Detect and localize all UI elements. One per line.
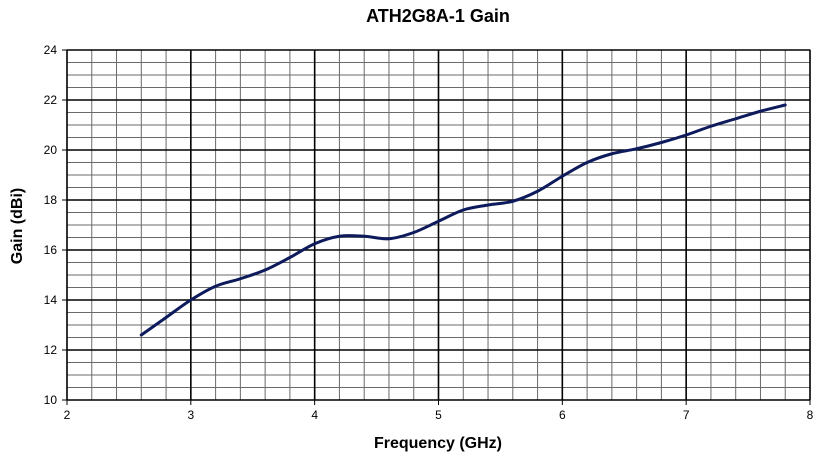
y-tick-label: 18 bbox=[44, 193, 58, 207]
x-tick-label: 5 bbox=[435, 408, 442, 422]
x-axis-ticks: 2 3 4 5 6 7 8 bbox=[64, 400, 814, 422]
y-tick-label: 12 bbox=[44, 343, 58, 357]
x-axis-label: Frequency (GHz) bbox=[374, 435, 502, 452]
y-tick-label: 16 bbox=[44, 243, 58, 257]
y-axis-ticks: 10 12 14 16 18 20 22 24 bbox=[44, 43, 67, 407]
x-tick-label: 7 bbox=[683, 408, 690, 422]
series-line-gain bbox=[139, 103, 787, 337]
x-tick-label: 4 bbox=[311, 408, 318, 422]
y-tick-label: 22 bbox=[44, 93, 58, 107]
y-tick-label: 20 bbox=[44, 143, 58, 157]
y-axis-label: Gain (dBi) bbox=[9, 188, 26, 264]
y-tick-label: 24 bbox=[44, 43, 58, 57]
y-tick-label: 14 bbox=[44, 293, 58, 307]
x-tick-label: 2 bbox=[64, 408, 71, 422]
x-tick-label: 8 bbox=[807, 408, 814, 422]
y-tick-label: 10 bbox=[44, 393, 58, 407]
x-tick-label: 6 bbox=[559, 408, 566, 422]
chart-title: ATH2G8A-1 Gain bbox=[366, 6, 510, 26]
x-tick-label: 3 bbox=[187, 408, 194, 422]
